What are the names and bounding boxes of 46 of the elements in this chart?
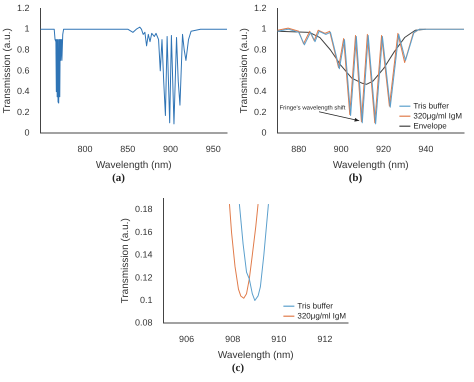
y-tick-label: 0.14 [134,250,153,260]
y-tick-label: 0.8 [254,44,267,54]
legend-label: 320μg/ml IgM [413,111,462,120]
x-tick-label: 940 [418,144,434,154]
x-axis-title: Wavelength (nm) [218,350,294,361]
x-tick-label: 910 [271,334,286,344]
y-tick-label: 1.2 [16,2,30,13]
y-tick-label: 0.2 [16,106,30,117]
y-tick-label: 0.12 [134,272,153,282]
x-tick-label: 850 [120,144,136,154]
text: (b) [348,172,364,184]
x-tick-label: 900 [334,144,349,154]
y-tick-label: 0.6 [254,65,267,76]
y-tick-label: 0 [24,128,30,138]
y-tick-label: 0.16 [134,226,153,237]
x-tick-label: 950 [206,144,221,154]
text: (a) [111,172,126,184]
y-tick-label: 1.2 [254,2,267,13]
x-tick-label: 900 [163,144,178,154]
y-tick-label: 1 [261,24,267,34]
x-tick-label: 906 [179,334,194,344]
y-tick-label: 0.1 [140,294,153,305]
x-tick-label: 912 [317,334,332,344]
x-tick-label: 800 [77,144,93,154]
y-tick-label: 0.4 [16,86,30,96]
x-tick-label: 920 [376,144,391,154]
x-tick-label: 908 [225,334,240,344]
y-tick-label: 0.8 [16,44,30,54]
x-axis-title: Wavelength (nm) [96,160,172,171]
y-tick-label: 0 [261,128,267,138]
y-axis-title: Transmission (a.u.) [120,218,131,304]
y-tick-label: 0.6 [16,65,30,76]
legend-label: Tris buffer [413,101,450,110]
y-tick-label: 0.08 [134,318,153,328]
legend-label: Envelope [413,121,448,130]
legend-label: Tris buffer [297,301,334,310]
y-axis-title: Transmission (a.u.) [2,28,13,114]
legend-label: 320μg/ml IgM [297,311,346,320]
x-axis-title: Wavelength (nm) [332,160,409,171]
text: (c) [230,362,246,374]
y-tick-label: 1 [24,24,30,34]
y-axis-title: Transmission (a.u.) [238,28,250,114]
y-tick-label: 0.2 [254,106,267,117]
y-tick-label: 0.18 [134,204,153,214]
x-tick-label: 880 [291,144,306,154]
y-tick-label: 0.4 [254,86,267,96]
